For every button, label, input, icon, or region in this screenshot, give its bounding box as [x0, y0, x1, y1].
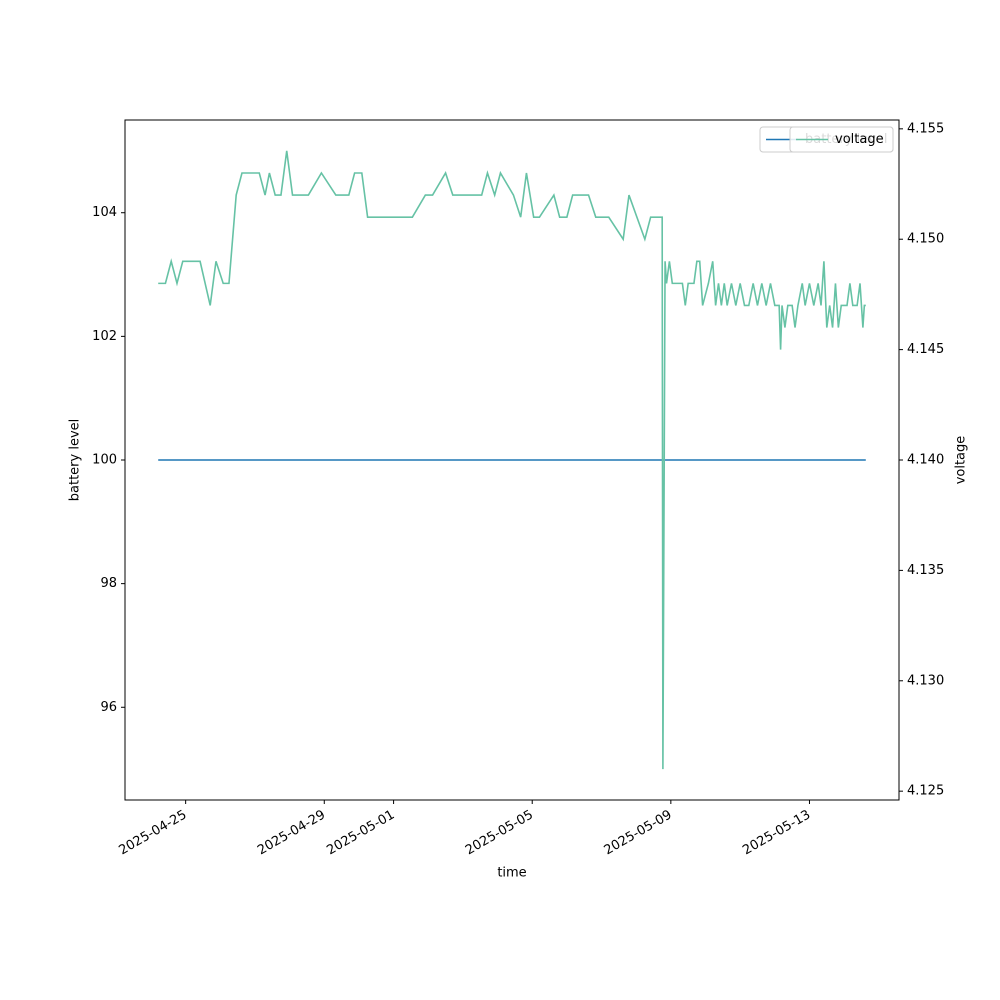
series-line	[158, 150, 866, 770]
y2-axis-label: voltage	[954, 436, 969, 485]
y-tick-label: 102	[92, 329, 117, 344]
y2-tick-label: 4.140	[907, 453, 944, 468]
plot-frame	[124, 119, 900, 801]
y2-tick-label: 4.130	[907, 673, 944, 688]
x-tick-label: 2025-05-01	[324, 808, 397, 859]
y2-tick-label: 4.145	[907, 342, 944, 357]
y-tick-label: 104	[92, 205, 117, 220]
y2-tick-label: 4.150	[907, 232, 944, 247]
x-tick-label: 2025-04-25	[116, 808, 189, 859]
x-tick-label: 2025-05-09	[602, 808, 675, 859]
x-tick-label: 2025-04-29	[255, 808, 328, 859]
y2-tick-label: 4.155	[907, 121, 944, 136]
y-tick-label: 96	[100, 700, 117, 715]
x-tick-label: 2025-05-05	[463, 808, 536, 859]
legend-box	[789, 126, 894, 153]
y2-tick-label: 4.125	[907, 784, 944, 799]
y-tick-label: 98	[100, 576, 117, 591]
x-axis-label: time	[497, 866, 526, 881]
y-tick-label: 100	[92, 453, 117, 468]
y2-tick-label: 4.135	[907, 563, 944, 578]
y-axis-label: battery level	[68, 419, 83, 502]
legend-label: voltage	[835, 132, 884, 147]
x-tick-label: 2025-05-13	[740, 808, 813, 859]
